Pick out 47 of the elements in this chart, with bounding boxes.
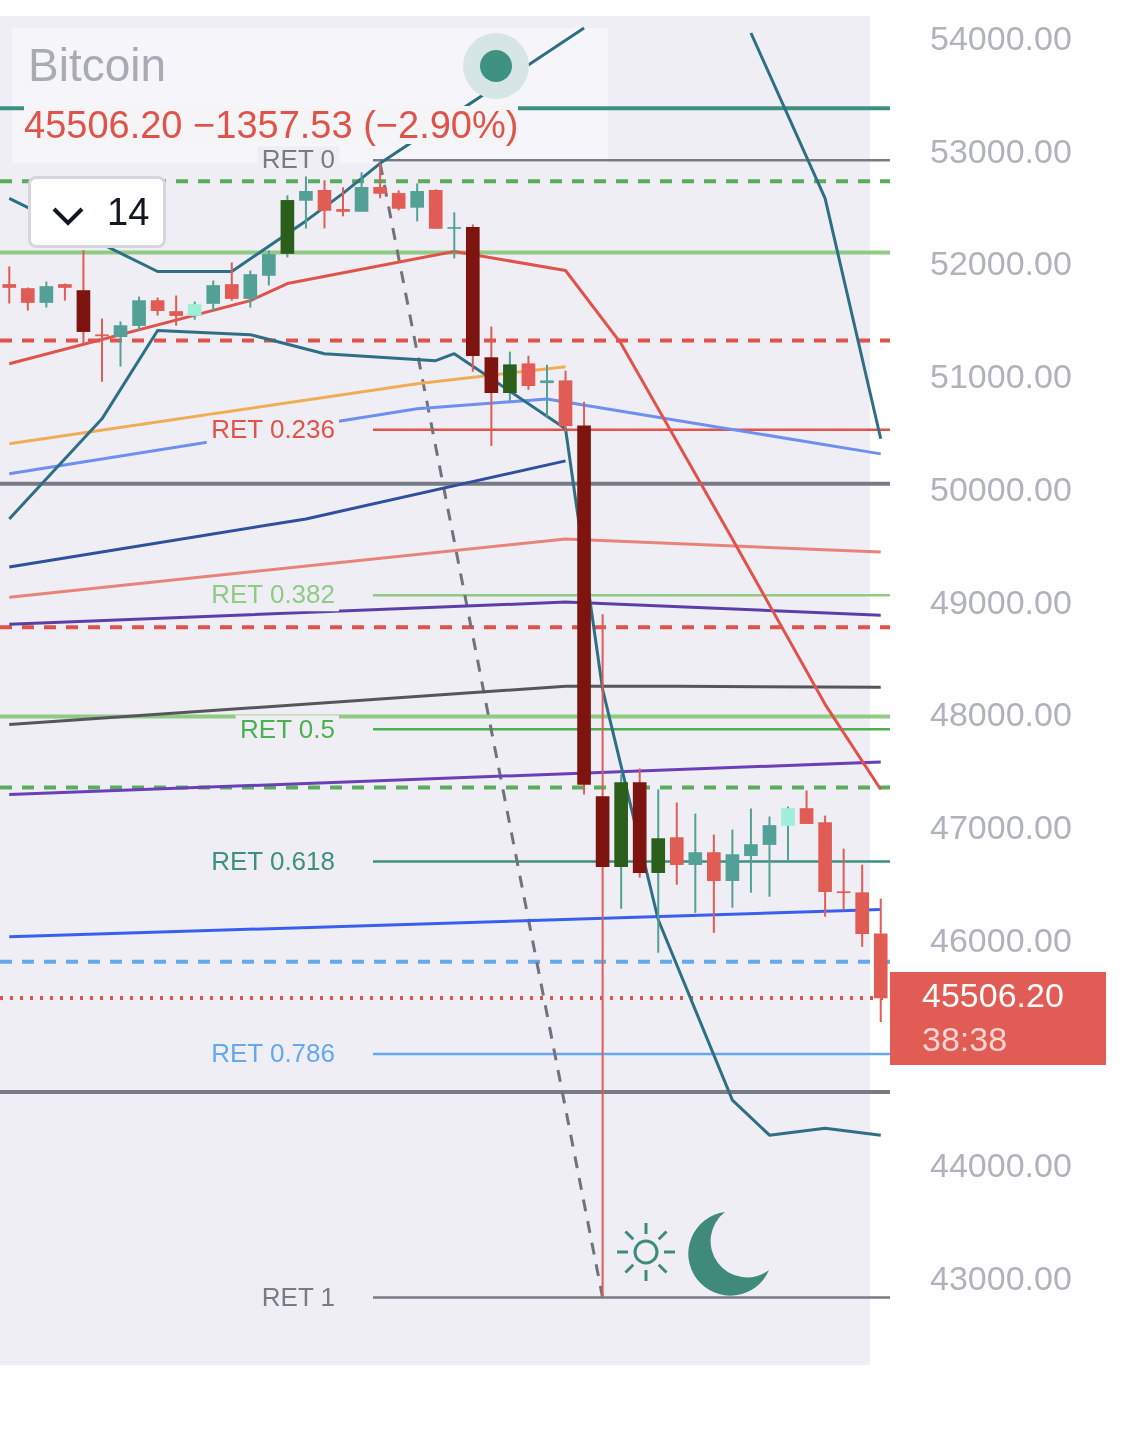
y-tick-label: 50000.00 bbox=[930, 469, 1072, 508]
candlestick bbox=[688, 812, 703, 914]
ref-line-label: RET 0.5 bbox=[240, 713, 335, 744]
candlestick bbox=[224, 261, 239, 302]
text: 38:38 bbox=[922, 1020, 1008, 1059]
ref-line-label: RET 0 bbox=[261, 144, 335, 175]
candlestick bbox=[836, 847, 851, 911]
candlestick bbox=[187, 300, 202, 321]
candlestick bbox=[39, 280, 54, 309]
candlestick bbox=[113, 320, 128, 368]
candlestick bbox=[206, 279, 221, 313]
candlestick bbox=[169, 294, 183, 327]
ref-line-label: RET 0.236 bbox=[211, 413, 335, 444]
candlestick bbox=[336, 186, 350, 218]
candlestick bbox=[391, 189, 406, 212]
candlestick bbox=[540, 363, 554, 418]
candlestick bbox=[410, 182, 425, 223]
y-tick-label: 46000.00 bbox=[930, 920, 1072, 959]
annotation: 14 bbox=[107, 191, 150, 234]
candlestick bbox=[447, 211, 462, 260]
candlestick bbox=[373, 162, 387, 200]
y-tick-label: 48000.00 bbox=[930, 695, 1072, 734]
candlestick bbox=[262, 249, 276, 287]
ref-line-label: RET 0.382 bbox=[211, 579, 335, 610]
ref-line-label: RET 0.786 bbox=[211, 1038, 335, 1069]
candlestick bbox=[744, 807, 758, 894]
candlestick bbox=[2, 265, 17, 305]
y-tick-label: 51000.00 bbox=[930, 357, 1072, 396]
y-tick-label: 49000.00 bbox=[930, 582, 1072, 621]
candlestick bbox=[150, 296, 165, 317]
y-tick-label: 43000.00 bbox=[930, 1258, 1072, 1297]
candlestick bbox=[299, 175, 313, 230]
text: 45506.20 bbox=[922, 976, 1064, 1015]
y-tick-label: 53000.00 bbox=[930, 131, 1072, 170]
ref-line-label: RET 1 bbox=[261, 1281, 335, 1312]
ref-line-label: RET 0.618 bbox=[211, 845, 335, 876]
candlestick bbox=[762, 815, 777, 898]
candlestick bbox=[799, 789, 814, 825]
text: 45506.20 −1357.53 (−2.90%) bbox=[24, 104, 519, 146]
y-tick-label: 47000.00 bbox=[930, 807, 1072, 846]
y-tick-label: 54000.00 bbox=[930, 18, 1072, 57]
text: Bitcoin bbox=[28, 38, 167, 92]
candlestick bbox=[781, 805, 795, 864]
candlestick bbox=[521, 354, 536, 391]
y-tick-label: 52000.00 bbox=[930, 244, 1072, 283]
candlestick bbox=[317, 179, 332, 230]
y-tick-label: 44000.00 bbox=[930, 1146, 1072, 1185]
